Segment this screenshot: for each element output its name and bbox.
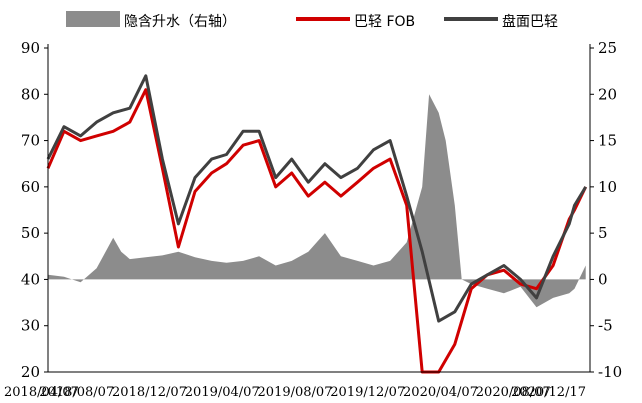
x-tick-label: 2019/04/07	[185, 385, 260, 400]
line-futures	[46, 74, 587, 323]
legend-label-implied-premium: 隐含升水（右轴）	[124, 14, 236, 30]
legend-swatch-implied-premium	[66, 11, 120, 27]
right-y-axis: -10 -5 0 5 10 15 20 25	[589, 39, 622, 381]
x-tick-label: 2019/12/07	[330, 385, 405, 400]
legend: 隐含升水（右轴） 巴轻 FOB 盘面巴轻	[66, 11, 558, 30]
area-implied-premium	[48, 94, 586, 308]
left-tick-label: 60	[21, 178, 40, 196]
left-tick-label: 50	[21, 224, 40, 242]
legend-item-implied-premium: 隐含升水（右轴）	[66, 11, 236, 30]
legend-item-futures: 盘面巴轻	[444, 13, 558, 30]
x-tick-label: 2020/04/07	[403, 385, 478, 400]
x-tick-label: 2018/04/07	[4, 385, 79, 400]
left-tick-label: 90	[21, 39, 40, 57]
line-fob	[46, 88, 588, 374]
left-y-axis: 20 30 40 50 60 70 80 90	[21, 39, 49, 381]
left-tick-label: 70	[21, 132, 40, 150]
right-tick-label: 0	[598, 270, 608, 288]
left-tick-label: 30	[21, 317, 40, 335]
left-tick-label: 80	[21, 85, 40, 103]
x-tick-label: 2018/08/07	[39, 385, 114, 400]
right-tick-label: 20	[598, 85, 617, 103]
legend-label-fob: 巴轻 FOB	[354, 14, 415, 30]
plot-area	[46, 74, 588, 374]
left-tick-label: 40	[21, 270, 40, 288]
right-tick-label: -10	[598, 363, 622, 381]
x-axis: 2018/04/072018/08/072018/12/072019/04/07…	[4, 371, 590, 400]
legend-item-fob: 巴轻 FOB	[296, 14, 415, 30]
x-tick-label: 2020/08/07	[476, 385, 551, 400]
right-tick-label: -5	[598, 317, 613, 335]
legend-label-futures: 盘面巴轻	[502, 13, 558, 30]
x-tick-label: 2018/12/07	[112, 385, 187, 400]
right-tick-label: 25	[598, 39, 617, 57]
left-tick-label: 20	[21, 363, 40, 381]
x-tick-label: 2019/08/07	[258, 385, 333, 400]
right-tick-label: 15	[598, 132, 617, 150]
right-tick-label: 10	[598, 178, 617, 196]
right-tick-label: 5	[598, 224, 608, 242]
x-tick-label: 2020/12/17	[511, 385, 586, 400]
